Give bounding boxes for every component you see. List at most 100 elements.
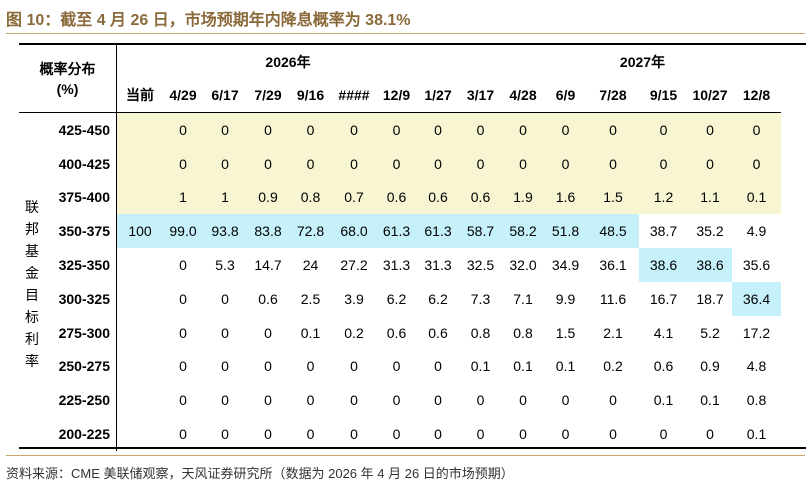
probability-cell: 1 xyxy=(163,180,203,215)
table-corner-header: 概率分布 (%) xyxy=(19,45,117,113)
probability-cell: 2.5 xyxy=(300,290,321,307)
probability-cell: 0 xyxy=(221,392,229,409)
probability-cell: 0 xyxy=(544,146,587,181)
probability-cell: 4.8 xyxy=(746,358,767,375)
side-axis-label: 联邦基金目标利率 xyxy=(22,196,42,372)
column-header: 12/9 xyxy=(376,78,417,113)
probability-cell: 0 xyxy=(459,113,502,147)
probability-cell: 38.6 xyxy=(639,248,688,282)
probability-cell: 6.2 xyxy=(428,290,448,307)
probability-cell: 17.2 xyxy=(742,324,771,341)
probability-cell: 0 xyxy=(476,426,485,443)
probability-cell: 0.1 xyxy=(732,180,781,215)
probability-cell xyxy=(117,113,163,147)
probability-cell: 0 xyxy=(706,426,714,443)
probability-cell: 0.1 xyxy=(513,358,533,375)
probability-cell: 0 xyxy=(561,392,570,409)
probability-cell: 0 xyxy=(221,290,229,307)
probability-cell: 0 xyxy=(179,257,187,274)
probability-cell: 0 xyxy=(264,426,272,443)
probability-cell: 0.1 xyxy=(653,392,674,409)
probability-cell: 0.6 xyxy=(417,180,459,215)
probability-cell: 0 xyxy=(639,146,688,181)
probability-cell: 5.3 xyxy=(215,257,235,274)
probability-cell: 0 xyxy=(639,113,688,147)
probability-cell: 0 xyxy=(417,146,459,181)
probability-cell: 1.6 xyxy=(544,180,587,215)
probability-cell: 0 xyxy=(203,113,247,147)
probability-cell: 0 xyxy=(350,358,358,375)
probability-cell: 0.9 xyxy=(247,180,289,215)
figure-source: 资料来源：CME 美联储观察，天风证券研究所（数据为 2026 年 4 月 26… xyxy=(6,466,514,481)
probability-cell: 0.6 xyxy=(459,180,502,215)
probability-cell: 0 xyxy=(544,113,587,147)
probability-cell: 0 xyxy=(417,113,459,147)
rate-range-label: 425-450 xyxy=(19,113,117,147)
probability-cell: 6.2 xyxy=(386,290,407,307)
probability-cell: 51.8 xyxy=(544,214,587,249)
probability-cell: 0 xyxy=(247,146,289,181)
probability-cell: 0 xyxy=(688,146,732,181)
column-header: 7/29 xyxy=(247,78,289,113)
probability-cell: 7.1 xyxy=(513,290,533,307)
probability-cell: 0 xyxy=(519,426,527,443)
probability-cell: 0 xyxy=(179,290,187,307)
probability-cell: 0 xyxy=(264,358,272,375)
probability-cell: 0 xyxy=(609,392,617,409)
column-header: 当前 xyxy=(117,78,163,113)
probability-cell: 0.2 xyxy=(603,358,623,375)
probability-cell: 18.7 xyxy=(696,290,724,307)
probability-cell: 0 xyxy=(392,358,401,375)
probability-cell: 31.3 xyxy=(382,257,411,274)
probability-cell: 27.2 xyxy=(340,257,368,274)
probability-cell: 0 xyxy=(732,113,781,147)
probability-cell: 68.0 xyxy=(332,214,376,249)
probability-cell: 0 xyxy=(350,426,358,443)
column-header: 1/27 xyxy=(417,78,459,113)
probability-cell: 48.5 xyxy=(587,214,639,249)
probability-cell: 1.2 xyxy=(639,180,688,215)
probability-cell: 4.1 xyxy=(653,324,674,341)
figure-title: 图 10：截至 4 月 26 日，市场预期年内降息概率为 38.1% xyxy=(6,12,411,29)
column-header: 4/29 xyxy=(163,78,203,113)
probability-cell: 31.3 xyxy=(424,257,452,274)
probability-cell: 83.8 xyxy=(247,214,289,249)
corner-unit: (%) xyxy=(56,80,79,97)
probability-cell: 0.6 xyxy=(653,358,674,375)
probability-cell: 35.6 xyxy=(742,257,771,274)
probability-cell: 0.9 xyxy=(700,358,720,375)
column-header: 9/15 xyxy=(639,78,688,113)
probability-cell: 14.7 xyxy=(254,257,282,274)
year-header-2027: 2027年 xyxy=(619,53,666,70)
probability-cell: 0.1 xyxy=(700,392,720,409)
column-header: 7/28 xyxy=(587,78,639,113)
probability-cell: 99.0 xyxy=(163,214,203,249)
probability-cell: 4.9 xyxy=(746,223,767,240)
probability-cell: 0 xyxy=(350,392,358,409)
rate-range-label: 400-425 xyxy=(19,146,117,181)
probability-cell: 0 xyxy=(306,426,315,443)
side-label-char: 率 xyxy=(25,353,39,369)
probability-cell: 0 xyxy=(476,392,485,409)
column-header: 12/8 xyxy=(732,78,781,113)
probability-cell xyxy=(117,350,163,384)
probability-cell: 58.2 xyxy=(502,214,544,249)
probability-cell: 0 xyxy=(247,113,289,147)
year-header-2026: 2026年 xyxy=(265,53,311,70)
rate-range-label: 275-300 xyxy=(19,315,117,350)
probability-cell: 0 xyxy=(179,392,187,409)
probability-cell: 0 xyxy=(163,113,203,147)
probability-cell: 34.9 xyxy=(551,257,580,274)
probability-cell: 0.8 xyxy=(746,392,767,409)
rate-range-label: 350-375 xyxy=(19,214,117,249)
probability-cell: 0 xyxy=(659,426,668,443)
probability-cell: 0.7 xyxy=(332,180,376,215)
probability-cell: 0.6 xyxy=(428,324,448,341)
probability-cell: 36.1 xyxy=(599,257,627,274)
probability-cell: 0 xyxy=(502,146,544,181)
probability-cell: 0 xyxy=(459,146,502,181)
probability-cell: 0.6 xyxy=(376,180,417,215)
probability-cell: 0.8 xyxy=(470,324,491,341)
probability-cell: 58.7 xyxy=(459,214,502,249)
probability-cell: 0 xyxy=(306,358,315,375)
